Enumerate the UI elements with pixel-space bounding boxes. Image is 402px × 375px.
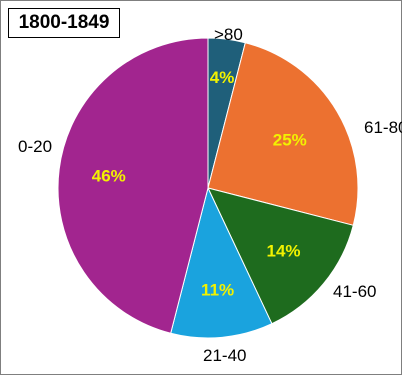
slice-category-label: 0-20 <box>18 137 52 156</box>
slice-percent-label: 14% <box>266 241 300 260</box>
slice-category-label: >80 <box>214 25 243 44</box>
slice-percent-label: 25% <box>273 131 307 150</box>
pie-slice-0-20 <box>57 37 209 334</box>
slice-percent-label: 11% <box>201 281 234 300</box>
slice-category-label: 41-60 <box>333 282 376 301</box>
chart-title: 1800-1849 <box>8 8 120 38</box>
slice-category-label: 21-40 <box>203 346 246 365</box>
pie-slice-61-80 <box>207 42 359 226</box>
slice-category-label: 61-80 <box>364 118 402 137</box>
slice-percent-label: 46% <box>92 166 126 185</box>
slice-percent-label: 4% <box>210 68 235 87</box>
pie-slice-21-40 <box>170 186 273 339</box>
pie-slices <box>57 37 359 339</box>
pie-labels: 4% >80 25% 61-80 14% 41-60 11% 21-40 46% 0-20 <box>18 25 402 365</box>
pie-slice-41-60 <box>207 187 354 325</box>
